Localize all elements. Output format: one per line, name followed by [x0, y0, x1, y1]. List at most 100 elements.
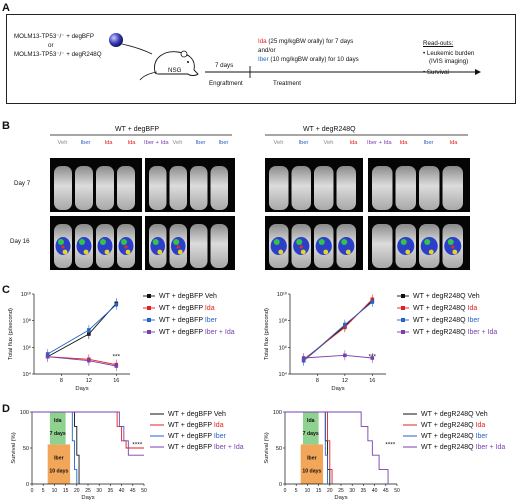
bioluminescence-signal [447, 239, 454, 245]
data-point [87, 358, 91, 363]
x-tick-label: 5 [295, 488, 298, 494]
legend-label: WT + degR248Q Ida [421, 422, 485, 429]
bioluminescence-signal [273, 239, 280, 245]
bioluminescence-signal [125, 249, 131, 255]
panel-letter-d: D [2, 403, 10, 415]
bioluminescence-signal [341, 239, 348, 245]
x-tick-label: 10 [305, 488, 311, 494]
panel-letter-b: B [2, 120, 10, 132]
legend-swatch [147, 318, 151, 322]
y-tick-label: 10⁶ [23, 344, 31, 351]
y-tick-label: 10⁴ [279, 371, 288, 378]
x-tick-label: 40 [372, 488, 378, 494]
x-tick-label: 45 [130, 488, 136, 494]
ivis-mouse-label: Veh [57, 140, 68, 146]
ivis-mouse-label: Veh [323, 140, 334, 146]
bioluminescence-signal [121, 239, 127, 245]
legend-label: WT + degR248Q Iber + Ida [421, 444, 505, 451]
x-tick-label: 12 [342, 378, 348, 384]
bioluminescence-signal [299, 245, 303, 249]
legend-label: WT + degBFP Ida [168, 422, 224, 429]
ivis-mouse-label: Veh [172, 140, 183, 146]
ida-box-sub: 7 days [303, 431, 319, 437]
cell-line-or: or [48, 42, 54, 49]
legend-label: WT + degR248Q Veh [421, 411, 488, 418]
ivis-images [50, 158, 470, 270]
panel-letter-c: C [2, 284, 10, 296]
readout-ivis: (IVIS imaging) [429, 58, 469, 65]
andor-label: and/or [258, 47, 276, 54]
ida-box-label: Ida [54, 418, 62, 424]
readouts-title: Read-outs: [423, 40, 454, 47]
x-tick-label: 12 [86, 378, 92, 384]
mouse-silhouette [210, 166, 228, 210]
legend-label: WT + degBFP Iber [159, 317, 218, 324]
mouse-silhouette [291, 166, 311, 210]
group2-title: WT + degR248Q [303, 126, 356, 133]
cell-line-degbfp: MOLM13-TP53⁻/⁻ + degBFP [14, 33, 94, 40]
ivis-mouse-label: Iber [298, 140, 309, 146]
mouse-silhouette [336, 166, 356, 210]
mouse-silhouette [442, 166, 463, 210]
ivis-mouse-label: Ida [104, 140, 113, 146]
y-tick-label: 50 [23, 446, 29, 452]
bioluminescence-signal [318, 239, 325, 245]
ivis-mouse-label: Iber [423, 140, 434, 146]
mouse-strain-label: NSG [168, 67, 182, 74]
flux-charts: 10⁴ 10⁶ 10⁸ 10¹⁰ 8 12 16 Days Total flux (p/seco… [8, 291, 497, 392]
engraftment-label: Engraftment [209, 80, 243, 87]
y-tick-label: 10⁸ [279, 318, 287, 325]
x-tick-label: 0 [31, 488, 34, 494]
mouse-silhouette [190, 224, 208, 268]
x-tick-label: 8 [316, 378, 319, 384]
ivis-mouse-label: Ida [349, 140, 358, 146]
legend-swatch [147, 294, 151, 298]
mouse-silhouette [269, 166, 289, 210]
legend-swatch [401, 330, 405, 334]
bioluminescence-signal [405, 249, 411, 255]
y-tick-label: 50 [276, 446, 282, 452]
mouse-silhouette [117, 166, 135, 210]
iber-box-label: Iber [307, 456, 317, 462]
data-point [114, 364, 119, 368]
bioluminescence-signal [177, 249, 183, 255]
x-tick-label: 50 [141, 488, 147, 494]
legend-label: WT + degBFP Iber [168, 433, 227, 440]
bioluminescence-signal [173, 239, 180, 245]
legend-label: WT + degR248Q Iber + Ida [413, 329, 497, 336]
significance-marker: *** [368, 354, 376, 361]
x-tick-label: 15 [316, 488, 322, 494]
mouse-silhouette [54, 166, 72, 210]
x-axis-label: Days [81, 495, 94, 501]
bioluminescence-signal [104, 249, 110, 255]
legend-label: WT + degBFP Veh [159, 293, 217, 300]
bioluminescence-signal [451, 245, 455, 249]
legend-label: WT + degR248Q Iber [413, 317, 480, 324]
significance-marker: **** [385, 442, 396, 449]
y-axis-label: Survival (%) [11, 432, 17, 463]
ivis-mouse-label: Iber [80, 140, 91, 146]
bioluminescence-signal [300, 249, 306, 255]
mouse-silhouette [96, 166, 114, 210]
x-tick-label: 25 [85, 488, 91, 494]
mouse-silhouette [419, 166, 440, 210]
bioluminescence-signal [79, 239, 85, 245]
bioluminescence-signal [424, 239, 431, 245]
bioluminescence-signal [58, 239, 64, 245]
y-tick-label: 10⁴ [23, 371, 32, 378]
bioluminescence-signal [61, 245, 65, 249]
legend-swatch [147, 330, 151, 334]
legend-swatch [401, 306, 405, 310]
series-line [47, 303, 117, 358]
data-point [87, 328, 91, 332]
mouse-silhouette [395, 166, 416, 210]
y-tick-label: 0 [26, 482, 29, 488]
bioluminescence-signal [345, 249, 351, 255]
legend-label: WT + degR248Q Ida [413, 305, 477, 312]
bioluminescence-signal [428, 249, 434, 255]
x-tick-label: 5 [42, 488, 45, 494]
iber-box-sub: 10 days [302, 468, 321, 474]
survival-curve [285, 411, 389, 484]
x-tick-label: 15 [63, 488, 69, 494]
mouse-silhouette [210, 224, 228, 268]
